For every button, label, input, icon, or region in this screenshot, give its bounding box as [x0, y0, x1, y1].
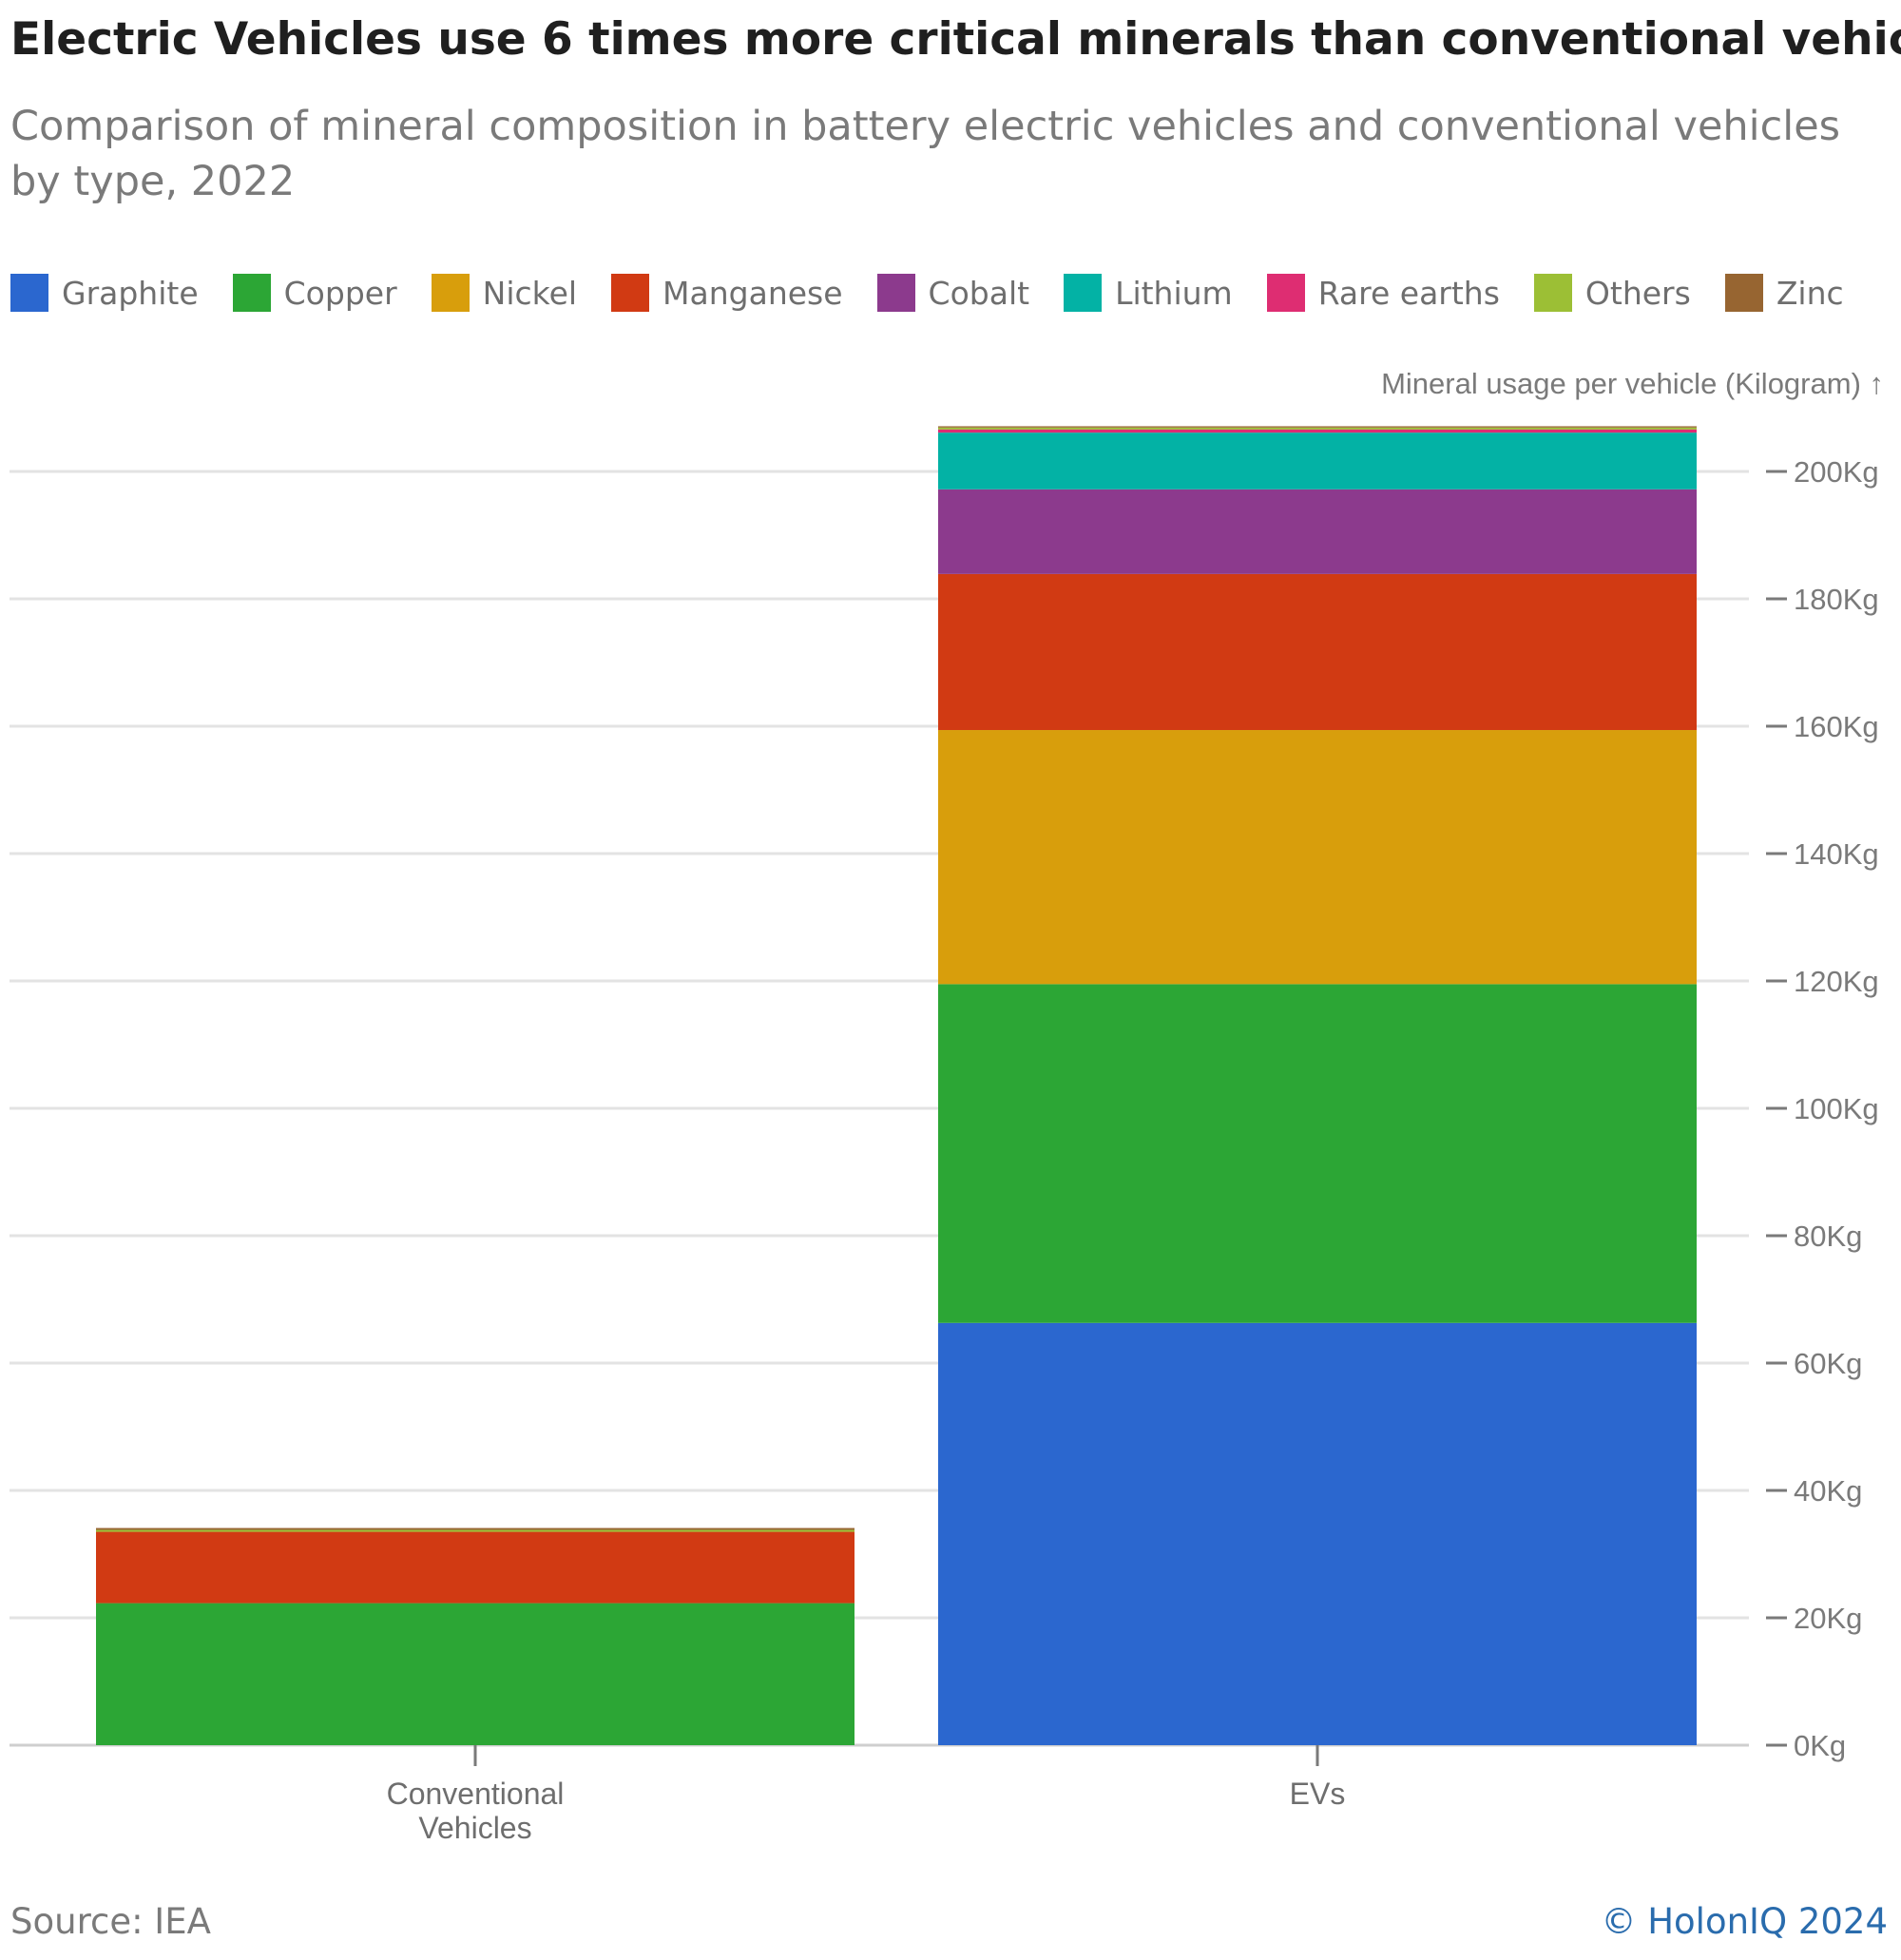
legend-item-copper[interactable]: Copper — [232, 274, 397, 312]
bar-segment-graphite — [938, 1322, 1697, 1745]
x-tick-label: Vehicles — [418, 1811, 531, 1845]
bar-segment-zinc — [938, 426, 1697, 428]
legend-swatch — [1724, 274, 1763, 312]
legend-label: Others — [1584, 274, 1691, 312]
source-note: Source: IEA — [10, 1901, 211, 1942]
legend-label: Zinc — [1776, 274, 1844, 312]
y-tick-label: 80Kg — [1794, 1220, 1862, 1253]
bar-segment-manganese — [938, 573, 1697, 731]
legend-swatch — [1266, 274, 1305, 312]
legend-label: Manganese — [662, 274, 843, 312]
bar-segment-nickel — [938, 730, 1697, 985]
bar-segment-zinc — [96, 1528, 854, 1530]
y-tick-label: 0Kg — [1794, 1729, 1846, 1762]
legend-swatch — [1064, 274, 1103, 312]
legend-swatch — [1533, 274, 1572, 312]
y-tick-label: 160Kg — [1794, 710, 1879, 743]
bar-segment-others — [938, 427, 1697, 430]
legend-label: Graphite — [62, 274, 199, 312]
legend-label: Lithium — [1115, 274, 1233, 312]
y-tick-label: 200Kg — [1794, 455, 1879, 489]
legend-swatch — [232, 274, 271, 312]
legend-item-zinc[interactable]: Zinc — [1724, 274, 1844, 312]
legend-item-others[interactable]: Others — [1533, 274, 1691, 312]
legend-label: Nickel — [482, 274, 578, 312]
legend-item-lithium[interactable]: Lithium — [1064, 274, 1233, 312]
legend-item-graphite[interactable]: Graphite — [10, 274, 199, 312]
chart-plot: Mineral usage per vehicle (Kilogram) ↑ 0K… — [10, 367, 1884, 1845]
chart-subtitle: Comparison of mineral composition in bat… — [10, 103, 1841, 205]
bar-segment-lithium — [938, 432, 1697, 490]
legend-swatch — [431, 274, 470, 312]
chart-title: Electric Vehicles use 6 times more criti… — [10, 13, 1901, 66]
x-tick-label: EVs — [1290, 1777, 1346, 1811]
bar-segment-cobalt — [938, 489, 1697, 574]
x-tick-label: Conventional — [387, 1777, 565, 1811]
y-tick-label: 180Kg — [1794, 583, 1879, 616]
y-tick-label: 140Kg — [1794, 837, 1879, 871]
legend-item-manganese[interactable]: Manganese — [611, 274, 843, 312]
bar-segment-copper — [96, 1603, 854, 1745]
legend-swatch — [611, 274, 650, 312]
y-tick-label: 120Kg — [1794, 965, 1879, 998]
legend-swatch — [10, 274, 48, 312]
legend-item-cobalt[interactable]: Cobalt — [876, 274, 1030, 312]
legend-swatch — [876, 274, 915, 312]
copyright-credit[interactable]: © HolonIQ 2024 — [1601, 1901, 1888, 1942]
y-tick-label: 40Kg — [1794, 1474, 1862, 1508]
legend-label: Copper — [283, 274, 397, 312]
y-tick-label: 60Kg — [1794, 1347, 1862, 1380]
bar-segment-others — [96, 1529, 854, 1532]
bar-segment-manganese — [96, 1531, 854, 1604]
legend: Graphite Copper Nickel Manganese Cobalt Lithi… — [10, 269, 1844, 317]
legend-label: Rare earths — [1317, 274, 1500, 312]
bar-segment-copper — [938, 984, 1697, 1323]
y-tick-label: 20Kg — [1794, 1602, 1862, 1635]
y-axis-title: Mineral usage per vehicle (Kilogram) ↑ — [1381, 367, 1884, 400]
legend-item-rare-earths[interactable]: Rare earths — [1266, 274, 1500, 312]
y-tick-label: 100Kg — [1794, 1092, 1879, 1125]
bar-segment-rare-earths — [938, 429, 1697, 433]
legend-label: Cobalt — [928, 274, 1030, 312]
legend-item-nickel[interactable]: Nickel — [431, 274, 578, 312]
